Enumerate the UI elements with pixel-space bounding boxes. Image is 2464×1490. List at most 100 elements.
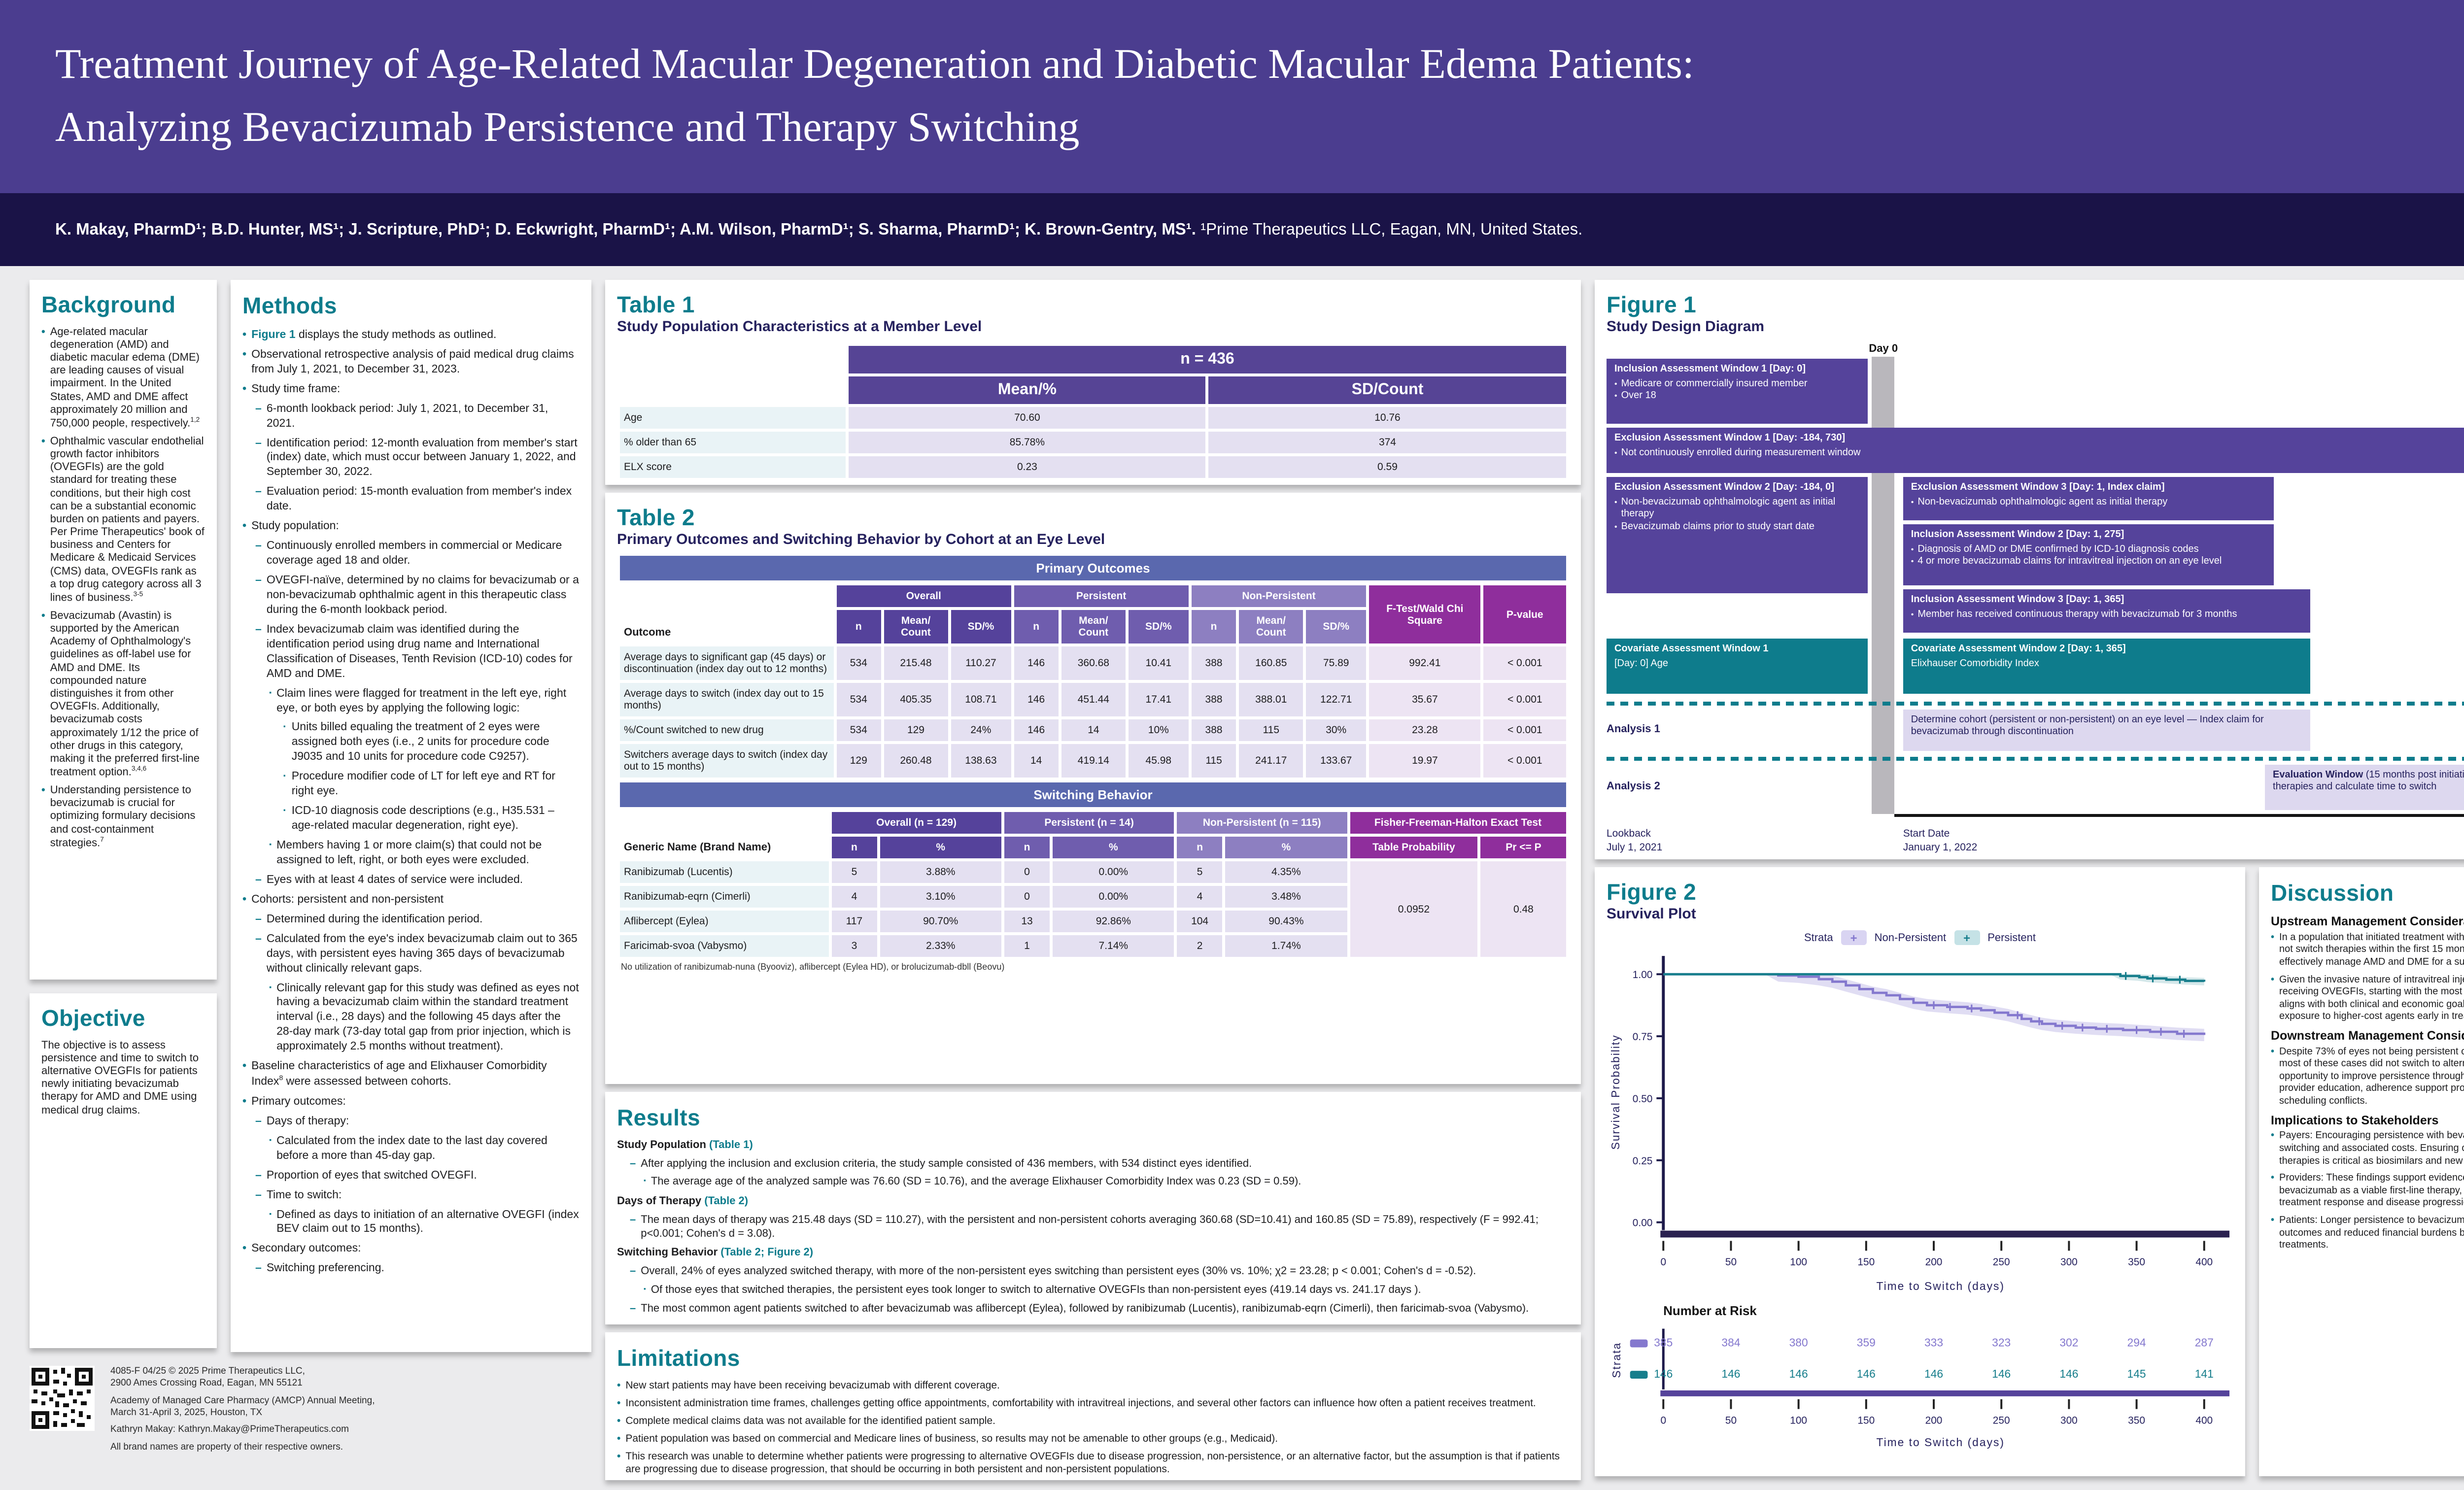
column-methods: Methods • Figure 1 displays the study met… — [231, 280, 591, 1352]
stat-header: Pr <= P — [1480, 837, 1566, 858]
cell: 2 — [1177, 935, 1223, 957]
cell: 260.48 — [884, 744, 948, 778]
sub-header: % — [1053, 837, 1174, 858]
bullet-marker: • — [242, 383, 247, 395]
cell: 45.98 — [1128, 744, 1189, 778]
start-line2: January 1, 2022 — [1903, 841, 1978, 853]
list-item: • Payers: Encouraging persistence with be… — [2271, 1131, 2464, 1168]
list-item: • Inconsistent administration time frames… — [617, 1397, 1569, 1410]
table-row: Average days to switch (index day out to… — [620, 683, 1566, 716]
cell: 241.17 — [1239, 744, 1303, 778]
svg-text:385: 385 — [1654, 1336, 1673, 1349]
background-list: • Age-related macular degeneration (AMD) … — [41, 326, 205, 850]
box-bullet: Bevacizumab claims prior to study start … — [1614, 521, 1860, 533]
list-item: ▪ Claim lines were flagged for treatment … — [242, 686, 580, 716]
discussion-card: Discussion Upstream Management Considera… — [2259, 867, 2464, 1476]
title-line-2: Analyzing Bevacizumab Persistence and Th… — [55, 104, 1080, 151]
table1: n = 436 Mean/% SD/Count Age 70.60 10.76 % … — [617, 343, 1569, 481]
list-item: · Procedure modifier code of LT for left … — [242, 770, 580, 800]
box-title: Exclusion Assessment Window 2 [Day: -184… — [1614, 482, 1834, 493]
list-item: • Primary outcomes: — [242, 1095, 580, 1110]
bullet-marker: • — [617, 1397, 621, 1409]
list-text: Inconsistent administration time frames,… — [625, 1397, 1536, 1409]
discussion-subheading: Upstream Management Considerations — [2271, 914, 2464, 928]
group-header: Overall (n = 129) — [831, 812, 1001, 834]
inclusion-window-1-box: Inclusion Assessment Window 1 [Day: 0] M… — [1607, 359, 1868, 424]
cell: 2.33% — [880, 935, 1001, 957]
title-line-1: Treatment Journey of Age-Related Macular… — [55, 41, 1694, 87]
limitations-heading: Limitations — [617, 1345, 740, 1371]
table-row: %/Count switched to new drug 534 129 24% 1… — [620, 719, 1566, 741]
bullet-marker: • — [617, 1451, 621, 1463]
svg-text:0.25: 0.25 — [1633, 1155, 1653, 1167]
bullet-marker: – — [255, 403, 262, 415]
results-list: Study Population (Table 1) – After applyin… — [617, 1139, 1569, 1316]
list-item: – Overall, 24% of eyes analyzed switched … — [617, 1265, 1569, 1279]
legend-title: Strata — [1804, 932, 1833, 944]
list-item: • Baseline characteristics of age and Eli… — [242, 1059, 580, 1089]
bullet-marker: • — [2271, 932, 2275, 943]
bullet-marker: • — [2271, 1046, 2275, 1057]
svg-text:146: 146 — [2059, 1367, 2078, 1380]
cell: 30% — [1306, 719, 1367, 741]
list-text: New start patients may have been receivi… — [625, 1379, 1000, 1391]
table-row: Switchers average days to switch (index … — [620, 744, 1566, 778]
list-item: • Observational retrospective analysis of… — [242, 348, 580, 377]
cell: 108.71 — [951, 683, 1011, 716]
covariate-window-2-box: Covariate Assessment Window 2 [Day: 1, 3… — [1903, 639, 2311, 694]
authors-bar: K. Makay, PharmD¹; B.D. Hunter, MS¹; J. … — [0, 193, 2464, 266]
list-item: – The most common agent patients switched… — [617, 1302, 1569, 1316]
list-item: – Identification period: 12-month evaluat… — [242, 436, 580, 480]
cell: 3.48% — [1225, 886, 1347, 908]
list-text: Eyes with at least 4 dates of service we… — [266, 874, 523, 886]
objective-text: The objective is to assess persistence a… — [41, 1039, 199, 1117]
bullet-marker: – — [255, 540, 262, 552]
svg-text:Number at Risk: Number at Risk — [1663, 1304, 1757, 1318]
svg-text:302: 302 — [2059, 1336, 2078, 1349]
cell: 7.14% — [1053, 935, 1174, 957]
background-heading: Background — [41, 292, 176, 317]
column-tables: Table 1 Study Population Characteristics… — [605, 280, 1581, 1480]
cell: 138.63 — [951, 744, 1011, 778]
list-item: – The mean days of therapy was 215.48 day… — [617, 1214, 1569, 1241]
row-label: Aflibercept (Eylea) — [620, 911, 829, 932]
lookback-line2: July 1, 2021 — [1607, 841, 1663, 853]
list-text: Members having 1 or more claim(s) that c… — [276, 840, 542, 866]
list-text: Complete medical claims data was not ava… — [625, 1415, 995, 1427]
inclusion-window-3-box: Inclusion Assessment Window 3 [Day: 1, 3… — [1903, 589, 2311, 633]
footer-line: Kathryn Makay: Kathryn.Makay@PrimeTherap… — [110, 1424, 349, 1435]
svg-text:Survival Probability: Survival Probability — [1609, 1034, 1622, 1150]
cell: 85.78% — [848, 432, 1206, 453]
list-heading: Days of Therapy (Table 2) — [617, 1195, 1569, 1209]
table2-footnote: No utilization of ranibizumab-nuna (Byoo… — [621, 962, 1005, 972]
figure2-title: Figure 2 — [1607, 879, 1697, 905]
list-item: • Study time frame: — [242, 382, 580, 397]
stat-header: F-Test/Wald Chi Square — [1369, 585, 1481, 643]
p-header: P-value — [1483, 585, 1566, 643]
svg-text:146: 146 — [1789, 1367, 1808, 1380]
footer-line: 4085-F 04/25 © 2025 Prime Therapeutics L… — [110, 1366, 305, 1377]
list-item: – Index bevacizumab claim was identified … — [242, 623, 580, 682]
cell: 104 — [1177, 911, 1223, 932]
list-text: 6-month lookback period: July 1, 2021, t… — [266, 403, 548, 430]
svg-text:0: 0 — [1660, 1415, 1666, 1426]
bullet-marker: – — [255, 575, 262, 587]
list-item: ▪ Defined as days to initiation of an alt… — [242, 1208, 580, 1237]
svg-text:384: 384 — [1721, 1336, 1740, 1349]
list-text: Overall, 24% of eyes analyzed switched t… — [641, 1265, 1476, 1277]
cell: 0.00% — [1053, 861, 1174, 883]
box-bullet: Over 18 — [1614, 391, 1860, 403]
analysis-divider — [1607, 702, 2464, 706]
svg-text:300: 300 — [2060, 1415, 2078, 1426]
column-background: Background • Age-related macular degenera… — [30, 280, 217, 1352]
analysis2-lead: Evaluation Window — [2273, 770, 2363, 780]
cell: 23.28 — [1369, 719, 1481, 741]
svg-text:250: 250 — [1993, 1415, 2010, 1426]
table1-title: Table 1 — [617, 292, 695, 317]
list-text: The average age of the analyzed sample w… — [650, 1176, 1301, 1188]
list-text: Index bevacizumab claim was identified d… — [266, 623, 573, 680]
box-subtext: [Day: 0] Age — [1614, 658, 1668, 670]
cell: 3.88% — [880, 861, 1001, 883]
bullet-marker: • — [242, 893, 247, 906]
bullet-marker: • — [2271, 1215, 2275, 1226]
